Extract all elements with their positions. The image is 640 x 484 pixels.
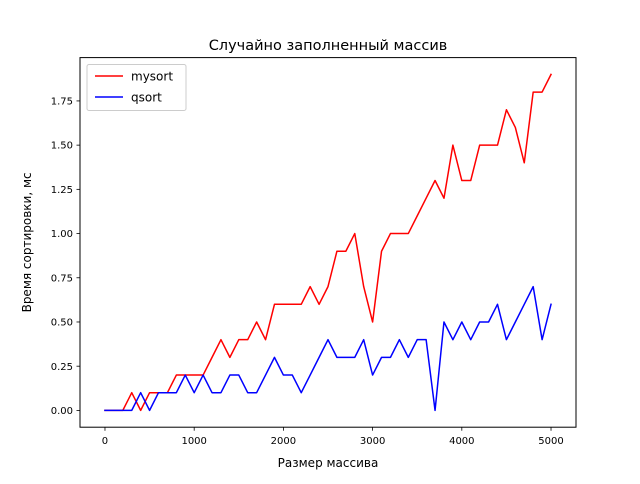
x-tick-label: 3000 — [360, 436, 385, 447]
plot-area-frame — [79, 57, 577, 428]
y-tick-label: 0.50 — [51, 318, 73, 329]
x-axis-label: Размер массива — [278, 456, 379, 470]
plot-lines — [104, 73, 553, 412]
y-tick-label: 1.50 — [51, 141, 73, 152]
x-tick-label: 5000 — [538, 436, 563, 447]
y-tick-label: 0.00 — [51, 406, 73, 417]
y-axis-label: Время сортировки, мс — [20, 172, 34, 312]
chart-title: Случайно заполненный массив — [209, 38, 448, 54]
x-tick-label: 0 — [102, 436, 108, 447]
x-tick-label: 1000 — [181, 436, 206, 447]
y-axis: 0.00 0.25 0.50 0.75 1.00 1.25 1.50 1.75 — [51, 97, 80, 417]
legend: mysort qsort — [86, 64, 187, 111]
y-tick-label: 1.00 — [51, 229, 73, 240]
x-axis: 0 1000 2000 3000 4000 5000 — [102, 427, 564, 447]
x-tick-label: 4000 — [449, 436, 474, 447]
series-line-mysort — [104, 73, 553, 412]
series-line-qsort — [104, 285, 552, 412]
x-tick-label: 2000 — [271, 436, 296, 447]
y-tick-label: 1.25 — [51, 185, 73, 196]
legend-label-mysort: mysort — [131, 70, 173, 84]
y-tick-label: 1.75 — [51, 97, 73, 108]
y-tick-label: 0.25 — [51, 362, 73, 373]
legend-label-qsort: qsort — [131, 91, 162, 105]
y-tick-label: 0.75 — [51, 273, 73, 284]
